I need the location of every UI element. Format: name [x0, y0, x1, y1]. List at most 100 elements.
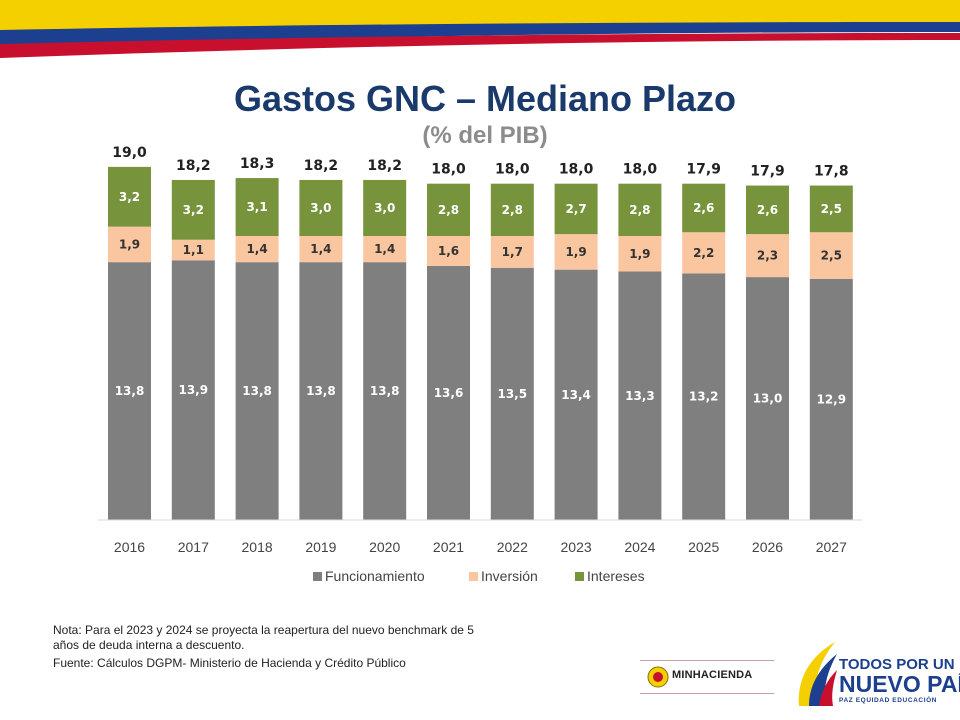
x-tick-label-2027: 2027: [816, 539, 847, 555]
x-tick-label-2024: 2024: [624, 539, 655, 555]
note-line-1: Nota: Para el 2023 y 2024 se proyecta la…: [53, 623, 474, 637]
slogan-line-1: TODOS POR UN: [839, 656, 955, 673]
data-label-funcionamiento-2027: 12,9: [816, 392, 846, 406]
data-label-funcionamiento-2025: 13,2: [689, 390, 719, 404]
total-label-2027: 17,8: [814, 164, 849, 180]
bar-funcionamiento-2023: [554, 269, 598, 520]
bar-inversion-2024: [618, 236, 662, 272]
bar-funcionamiento-2024: [618, 271, 662, 520]
data-label-intereses-2025: 2,6: [693, 201, 714, 215]
legend-swatch-intereses: [575, 572, 584, 581]
bar-inversion-2025: [682, 232, 726, 274]
total-label-2016: 19,0: [112, 145, 147, 161]
data-label-inversion-2025: 2,2: [693, 246, 714, 260]
bar-funcionamiento-2026: [746, 277, 789, 520]
bar-inversion-2023: [554, 234, 598, 270]
bar-inversion-2016: [108, 226, 151, 263]
data-label-intereses-2021: 2,8: [438, 203, 459, 217]
x-tick-label-2026: 2026: [752, 539, 783, 555]
total-label-2021: 18,0: [431, 162, 466, 178]
bar-intereses-2019: [299, 179, 343, 236]
legend: Funcionamiento Inversión Intereses: [313, 568, 645, 584]
bars-layer: 13,8 1,9 3,2 19,0 2016 13,9 1,1 3,2 18,2 2017 13,8…: [108, 145, 853, 555]
bar-intereses-2022: [490, 183, 534, 236]
x-tick-label-2016: 2016: [114, 539, 145, 555]
x-tick-label-2023: 2023: [561, 539, 592, 555]
x-tick-label-2019: 2019: [305, 539, 336, 555]
bar-intereses-2021: [427, 183, 470, 236]
flag-banner: [0, 0, 960, 58]
legend-label-funcionamiento: Funcionamiento: [325, 568, 425, 584]
bar-inversion-2027: [809, 232, 853, 279]
bar-inversion-2022: [490, 236, 534, 268]
bar-funcionamiento-2025: [682, 273, 726, 520]
data-label-intereses-2027: 2,5: [821, 202, 842, 216]
bar-funcionamiento-2020: [363, 262, 407, 520]
bar-intereses-2027: [809, 185, 853, 233]
coat-of-arms-icon: [647, 666, 669, 688]
data-label-funcionamiento-2020: 13,8: [370, 384, 400, 398]
minhacienda-label: MINHACIENDA: [672, 669, 753, 681]
data-label-intereses-2023: 2,7: [565, 202, 586, 216]
bar-inversion-2020: [363, 236, 407, 263]
total-label-2019: 18,2: [304, 158, 339, 174]
data-label-inversion-2019: 1,4: [310, 242, 331, 256]
banner-blue-stripe: [0, 22, 960, 48]
data-label-inversion-2021: 1,6: [438, 244, 459, 258]
bar-funcionamiento-2027: [809, 278, 853, 520]
total-label-2023: 18,0: [559, 162, 594, 178]
data-label-inversion-2023: 1,9: [565, 245, 586, 259]
x-tick-label-2018: 2018: [242, 539, 273, 555]
todos-por-un-nuevo-pais-logo: TODOS POR UN NUEVO PAÍS PAZ EQUIDAD EDUC…: [795, 640, 960, 710]
x-tick-label-2020: 2020: [369, 539, 400, 555]
data-label-funcionamiento-2023: 13,4: [561, 388, 591, 402]
bar-inversion-2018: [235, 236, 279, 263]
total-label-2025: 17,9: [686, 162, 721, 178]
bar-funcionamiento-2018: [235, 262, 279, 520]
data-label-inversion-2024: 1,9: [629, 247, 650, 261]
data-label-funcionamiento-2016: 13,8: [115, 384, 145, 398]
data-label-intereses-2017: 3,2: [183, 203, 204, 217]
total-label-2020: 18,2: [367, 158, 402, 174]
total-label-2026: 17,9: [750, 164, 785, 180]
x-tick-label-2022: 2022: [497, 539, 528, 555]
bar-intereses-2024: [618, 183, 662, 236]
legend-swatch-funcionamiento: [313, 572, 322, 581]
source-note: Fuente: Cálculos DGPM- Ministerio de Hac…: [53, 656, 406, 670]
data-label-funcionamiento-2026: 13,0: [753, 392, 783, 406]
data-label-funcionamiento-2018: 13,8: [242, 384, 272, 398]
data-label-intereses-2020: 3,0: [374, 201, 395, 215]
legend-swatch-inversion: [469, 572, 478, 581]
bar-funcionamiento-2017: [171, 260, 215, 520]
bar-intereses-2026: [746, 185, 789, 235]
banner-red-stripe: [0, 33, 960, 58]
bar-funcionamiento-2019: [299, 262, 343, 520]
bar-intereses-2020: [363, 179, 407, 236]
chart-title: Gastos GNC – Mediano Plazo: [233, 78, 737, 119]
data-label-funcionamiento-2022: 13,5: [497, 387, 527, 401]
minhacienda-logo: MINHACIENDA: [640, 660, 774, 694]
bar-intereses-2023: [554, 183, 598, 235]
total-label-2024: 18,0: [623, 162, 658, 178]
bar-funcionamiento-2022: [490, 267, 534, 520]
data-label-intereses-2026: 2,6: [757, 203, 778, 217]
data-label-intereses-2016: 3,2: [119, 190, 140, 204]
chart-subtitle: (% del PIB): [422, 122, 548, 149]
data-label-inversion-2016: 1,9: [119, 237, 140, 251]
bar-inversion-2017: [171, 239, 215, 261]
data-label-intereses-2018: 3,1: [246, 200, 267, 214]
slogan-line-2: NUEVO PAÍS: [839, 671, 960, 697]
bar-intereses-2016: [108, 166, 151, 227]
slogan-line-3: PAZ EQUIDAD EDUCACIÓN: [839, 697, 938, 704]
total-label-2018: 18,3: [240, 156, 275, 172]
bar-funcionamiento-2021: [427, 265, 470, 520]
data-label-funcionamiento-2019: 13,8: [306, 384, 336, 398]
bar-intereses-2018: [235, 178, 279, 236]
bar-intereses-2025: [682, 183, 726, 233]
data-label-inversion-2017: 1,1: [183, 243, 204, 257]
data-label-intereses-2024: 2,8: [629, 203, 650, 217]
data-label-funcionamiento-2021: 13,6: [434, 386, 464, 400]
bar-intereses-2017: [171, 179, 215, 240]
total-label-2022: 18,0: [495, 162, 530, 178]
data-label-inversion-2020: 1,4: [374, 242, 395, 256]
